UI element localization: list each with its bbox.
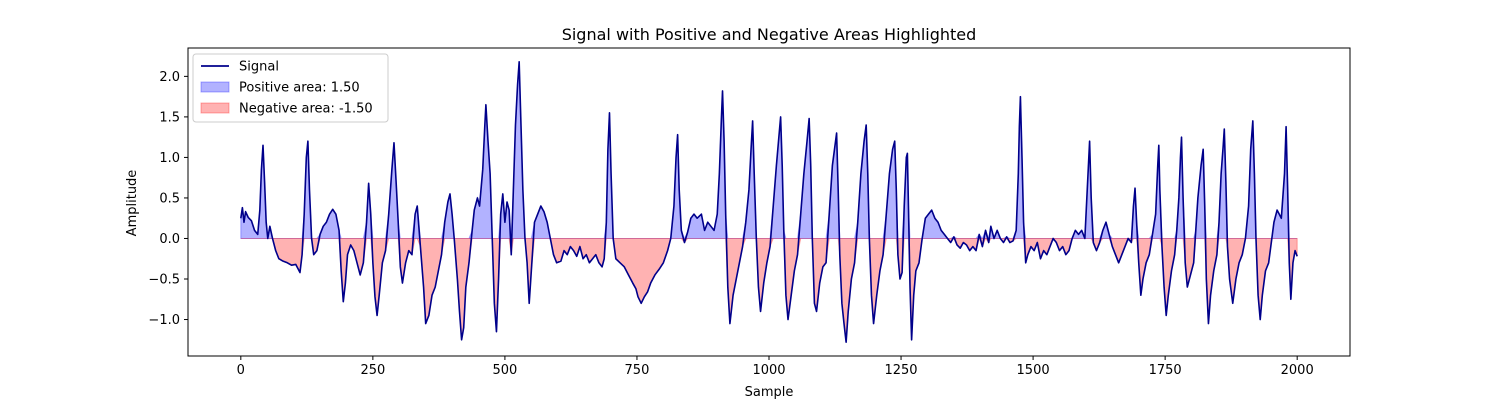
- legend-area-swatch: [200, 102, 230, 114]
- x-tick-label: 1750: [1149, 363, 1182, 378]
- positive-area-fill: [240, 61, 1298, 241]
- axes: 0 250 500 750 1000 1250 1500 1750 2000 −1.0 −0.5 0.…: [148, 47, 1351, 378]
- legend-label: Positive area: 1.50: [239, 81, 360, 96]
- signal-line: [240, 60, 1298, 344]
- legend-label: Negative area: -1.50: [239, 102, 373, 117]
- legend-label: Signal: [239, 60, 279, 75]
- signal-line-layer: [240, 60, 1298, 344]
- y-tick-label: 0.5: [159, 191, 180, 206]
- y-tick-label: 0.0: [159, 232, 180, 247]
- legend-area-swatch: [200, 81, 230, 93]
- y-tick-label: −0.5: [148, 273, 180, 288]
- legend-box: [192, 53, 389, 123]
- x-tick-label: 1000: [752, 363, 785, 378]
- y-tick-label: 1.5: [159, 110, 180, 125]
- x-axis-label: Sample: [745, 385, 794, 400]
- y-tick-label: 2.0: [159, 70, 180, 85]
- x-tick-label: 250: [360, 363, 385, 378]
- x-tick-label: 1500: [1017, 363, 1050, 378]
- area-fills: [240, 61, 1298, 343]
- x-tick-label: 750: [625, 363, 650, 378]
- y-tick-label: 1.0: [159, 151, 180, 166]
- x-tick-label: 0: [237, 363, 245, 378]
- legend: Signal Positive area: 1.50 Negative area: …: [192, 53, 389, 123]
- x-tick-label: 500: [492, 363, 517, 378]
- y-tick-label: −1.0: [148, 313, 180, 328]
- chart-title: Signal with Positive and Negative Areas …: [562, 25, 977, 44]
- x-tick-label: 1250: [884, 363, 917, 378]
- y-axis-label: Amplitude: [125, 170, 140, 237]
- x-tick-label: 2000: [1281, 363, 1314, 378]
